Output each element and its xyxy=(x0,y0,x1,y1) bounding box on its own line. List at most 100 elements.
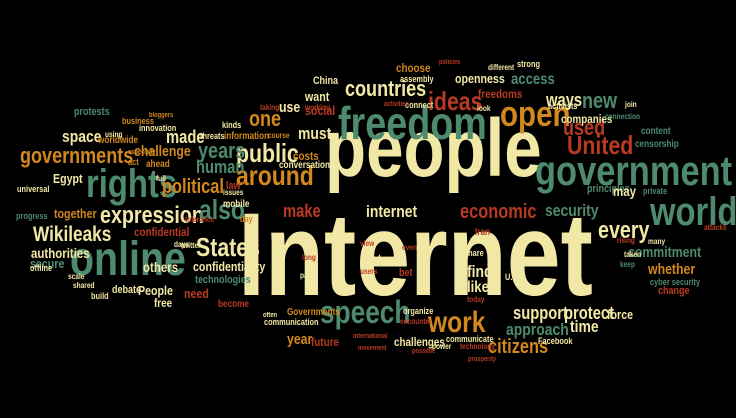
cloud-word: online xyxy=(70,233,186,286)
cloud-word: cyber security xyxy=(650,277,701,287)
cloud-word: secure xyxy=(30,256,65,271)
cloud-word: also xyxy=(199,194,245,225)
cloud-word: Iran xyxy=(475,227,491,238)
cloud-word: people xyxy=(325,103,542,194)
cloud-word: access xyxy=(511,71,555,88)
cloud-word: Egypt xyxy=(53,171,83,186)
cloud-word: universal xyxy=(17,184,50,194)
cloud-word: different xyxy=(488,63,515,72)
cloud-word: twitter xyxy=(181,241,201,250)
cloud-word: approach xyxy=(506,320,569,339)
cloud-word: make xyxy=(283,201,321,221)
cloud-word: made xyxy=(166,127,205,147)
cloud-word: confidential xyxy=(134,225,190,239)
cloud-word: law xyxy=(226,180,241,192)
cloud-word: keep xyxy=(620,260,635,269)
cloud-word: freedoms xyxy=(478,87,523,101)
cloud-word: used xyxy=(563,115,606,140)
cloud-word: share xyxy=(464,248,484,258)
cloud-word: technology xyxy=(460,342,495,351)
cloud-word: government xyxy=(535,147,733,194)
cloud-word: many xyxy=(648,237,666,246)
cloud-word: organize xyxy=(403,306,434,316)
cloud-word: open xyxy=(500,93,571,134)
cloud-word: others xyxy=(143,259,179,275)
cloud-word: around xyxy=(236,160,314,191)
cloud-word: technologies xyxy=(195,274,251,286)
cloud-word: challenge xyxy=(134,143,191,160)
cloud-word: Internet xyxy=(238,189,593,321)
cloud-word: space xyxy=(62,127,102,146)
cloud-word: innovation xyxy=(139,123,177,133)
cloud-word: protect xyxy=(564,303,615,323)
cloud-word: may xyxy=(613,183,636,199)
cloud-word: shared xyxy=(73,281,95,290)
cloud-word: free xyxy=(154,296,173,310)
cloud-word: international xyxy=(353,333,388,340)
cloud-word: find xyxy=(467,262,493,281)
cloud-word: public xyxy=(236,138,299,168)
cloud-word: Governments xyxy=(287,307,340,318)
cloud-word: rising xyxy=(617,236,635,245)
cloud-word: future xyxy=(311,335,339,349)
cloud-word: full xyxy=(156,174,166,183)
cloud-word: long xyxy=(302,253,316,262)
cloud-word: taking xyxy=(260,103,280,112)
cloud-word: every xyxy=(598,217,650,244)
cloud-word: course xyxy=(268,131,290,140)
cloud-word: information xyxy=(224,131,270,142)
cloud-word: one xyxy=(249,106,282,131)
cloud-word: encounter xyxy=(400,317,432,326)
cloud-word: choose xyxy=(396,61,431,75)
cloud-word: conversation xyxy=(279,160,331,171)
cloud-word: support xyxy=(513,303,568,323)
cloud-word: progress xyxy=(16,211,48,221)
cloud-word: censorship xyxy=(635,139,679,150)
cloud-word: internet xyxy=(366,202,418,221)
cloud-word: principles xyxy=(587,183,630,195)
cloud-word: citizens xyxy=(488,336,549,358)
cloud-word: offline xyxy=(30,263,53,273)
cloud-word: business xyxy=(122,116,154,126)
cloud-word: issues xyxy=(223,188,244,197)
cloud-word: communication xyxy=(264,317,319,327)
cloud-word: authorities xyxy=(31,245,90,261)
cloud-word: content xyxy=(641,126,671,137)
cloud-word: need xyxy=(184,286,209,301)
cloud-word: like xyxy=(467,279,489,296)
cloud-word: openness xyxy=(455,71,505,86)
cloud-word: bloggers xyxy=(149,112,174,119)
cloud-word: time xyxy=(570,317,599,336)
cloud-word: taken xyxy=(624,250,642,259)
cloud-word: mobile xyxy=(223,199,250,210)
cloud-word: protests xyxy=(74,106,110,118)
cloud-word: view xyxy=(360,239,375,248)
cloud-word: activities xyxy=(384,101,409,108)
cloud-word: political xyxy=(162,176,224,198)
cloud-word: change xyxy=(658,285,690,297)
cloud-word: costs xyxy=(293,149,319,163)
cloud-word: kinds xyxy=(222,120,242,130)
cloud-word: policies xyxy=(439,59,461,66)
cloud-word: challenges xyxy=(394,335,445,349)
cloud-word: ahead xyxy=(146,159,170,170)
cloud-word: power xyxy=(432,342,452,351)
cloud-word: ways xyxy=(546,90,583,110)
cloud-word: days xyxy=(174,240,189,249)
cloud-word: today xyxy=(467,295,485,304)
cloud-word: countries xyxy=(345,76,427,101)
cloud-word: together xyxy=(54,206,97,221)
cloud-word: U.S xyxy=(505,272,518,282)
cloud-word: part xyxy=(300,271,313,280)
cloud-word: worldwide xyxy=(98,135,139,146)
cloud-word: human xyxy=(196,157,245,177)
cloud-word: working xyxy=(305,103,331,112)
cloud-word: communicate xyxy=(446,334,494,344)
cloud-word: commitment xyxy=(628,244,702,261)
cloud-word: Facebook xyxy=(538,336,573,346)
cloud-word: force xyxy=(607,307,634,322)
cloud-word: year xyxy=(287,331,313,348)
cloud-word: China xyxy=(313,75,339,87)
cloud-word: governments xyxy=(20,143,134,168)
cloud-word: private xyxy=(643,186,668,196)
